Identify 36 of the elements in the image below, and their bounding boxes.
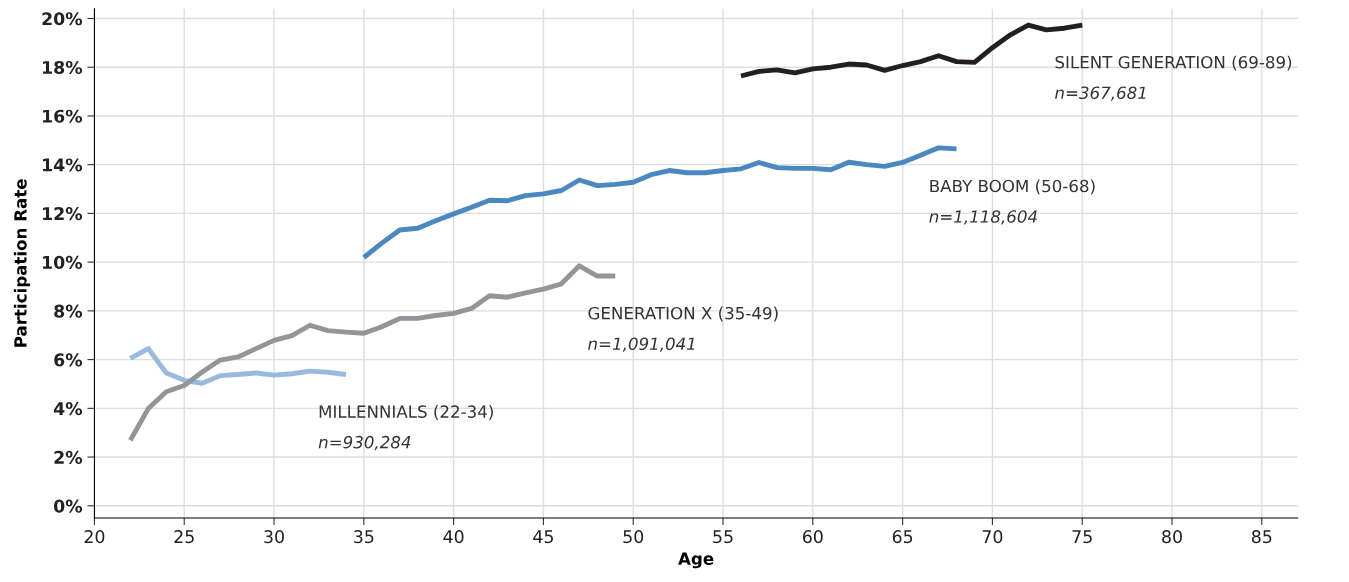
y-tick-label: 6% [54,353,83,367]
x-tick-label: 55 [713,530,733,544]
x-tick-label: 70 [982,530,1003,544]
y-tick-label: 10% [43,255,83,269]
x-tick-label: 35 [354,530,374,544]
x-tick-label: 20 [84,530,105,544]
series-label: SILENT GENERATION (69-89) [1055,55,1292,71]
y-tick-label: 8% [54,304,83,318]
x-tick-label: 60 [802,530,823,544]
line-series [127,346,349,386]
y-tick-label: 12% [43,207,83,221]
x-tick-label: 25 [174,530,194,544]
annotation: n=367,681 [1055,86,1146,101]
x-axis-title: Age [678,552,714,569]
annotation: n=1,091,041 [588,337,695,352]
x-tick-label: 50 [623,530,644,544]
annotation: n=1,118,604 [929,210,1037,225]
x-tick-label: 45 [533,530,553,544]
y-axis-title: Participation Rate [13,179,30,347]
series-label: GENERATION X (35-49) [588,306,778,322]
annotation: n=930,284 [318,435,411,451]
y-tick-label: 0% [53,499,83,513]
x-tick-label: 30 [264,530,284,544]
x-tick-label: 65 [892,530,913,544]
y-tick-label: 18% [43,60,83,75]
y-tick-label: 4% [53,402,83,416]
x-tick-label: 75 [1072,530,1092,544]
y-tick-label: 2% [54,450,83,464]
x-tick-label: 40 [443,530,464,544]
y-tick-label: 14% [43,158,83,172]
y-tick-label: 16% [43,109,83,123]
y-tick-label: 20% [42,12,83,26]
x-tick-label: 85 [1251,530,1272,544]
series-label: BABY BOOM (50-68) [930,179,1095,195]
x-tick-label: 80 [1162,530,1182,544]
series-label: MILLENNIALS (22-34) [319,405,493,420]
